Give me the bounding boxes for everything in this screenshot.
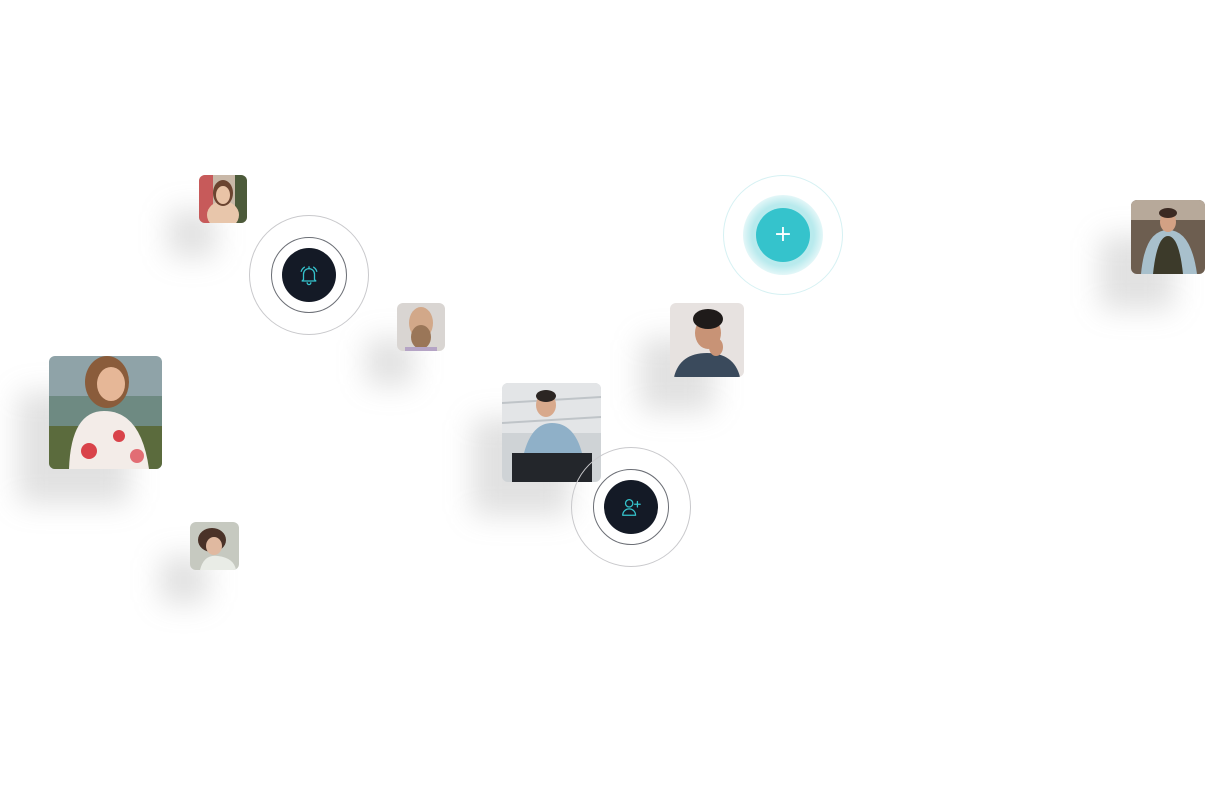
user-plus-icon (622, 499, 641, 516)
notification-inner-ring (271, 237, 347, 313)
person-photo-icon (199, 175, 247, 223)
avatar-man-hand-on-cheek[interactable] (670, 303, 744, 377)
notification-outer-ring (249, 215, 369, 335)
plus-icon: + (773, 222, 793, 247)
add-button-outer-halo (723, 175, 843, 295)
person-photo-icon (190, 522, 239, 570)
person-photo-icon (397, 303, 445, 351)
bell-ringing-icon (300, 266, 318, 286)
person-photo-icon (502, 383, 601, 482)
add-user-button[interactable] (604, 480, 658, 534)
avatar-curly-hair-woman[interactable] (190, 522, 239, 570)
person-photo-icon (1131, 200, 1205, 274)
avatar-bearded-man[interactable] (397, 303, 445, 351)
notification-button[interactable] (282, 248, 336, 302)
add-button[interactable]: + (756, 208, 810, 262)
avatar-person-denim-jacket-sitting[interactable] (502, 383, 601, 482)
person-photo-icon (49, 356, 162, 469)
avatar-woman-hand-on-chin[interactable] (199, 175, 247, 223)
add-user-inner-ring (593, 469, 669, 545)
avatar-man-crouching-outdoors[interactable] (1131, 200, 1205, 274)
add-user-outer-ring (571, 447, 691, 567)
person-photo-icon (670, 303, 744, 377)
avatar-smiling-woman-floral-dress[interactable] (49, 356, 162, 469)
